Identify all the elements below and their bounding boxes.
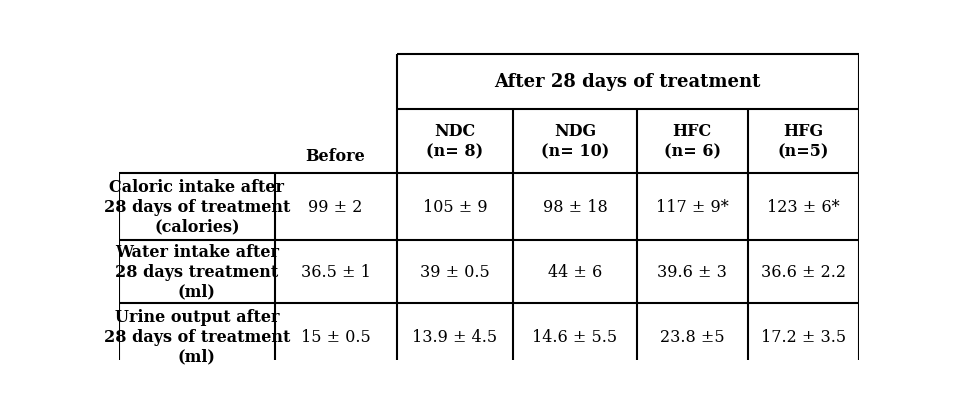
Text: Caloric intake after
28 days of treatment
(calories): Caloric intake after 28 days of treatmen… [104, 179, 290, 235]
Text: After 28 days of treatment: After 28 days of treatment [494, 73, 760, 91]
Text: 117 ± 9*: 117 ± 9* [655, 198, 728, 215]
Text: 15 ± 0.5: 15 ± 0.5 [300, 328, 370, 345]
Text: 36.5 ± 1: 36.5 ± 1 [300, 263, 370, 280]
Text: 13.9 ± 4.5: 13.9 ± 4.5 [412, 328, 497, 345]
Text: 23.8 ±5: 23.8 ±5 [659, 328, 723, 345]
Text: 36.6 ± 2.2: 36.6 ± 2.2 [760, 263, 844, 280]
Text: Urine output after
28 days of treatment
(ml): Urine output after 28 days of treatment … [104, 308, 290, 364]
Text: 39 ± 0.5: 39 ± 0.5 [419, 263, 489, 280]
Text: 44 ± 6: 44 ± 6 [547, 263, 601, 280]
Text: 98 ± 18: 98 ± 18 [542, 198, 607, 215]
Text: HFG
(n=5): HFG (n=5) [777, 123, 828, 160]
Text: NDG
(n= 10): NDG (n= 10) [540, 123, 609, 160]
Text: 99 ± 2: 99 ± 2 [308, 198, 362, 215]
Text: HFC
(n= 6): HFC (n= 6) [663, 123, 720, 160]
Text: Before: Before [305, 148, 365, 165]
Text: NDC
(n= 8): NDC (n= 8) [426, 123, 483, 160]
Text: 14.6 ± 5.5: 14.6 ± 5.5 [532, 328, 617, 345]
Text: 105 ± 9: 105 ± 9 [422, 198, 487, 215]
Text: 39.6 ± 3: 39.6 ± 3 [657, 263, 726, 280]
Text: 17.2 ± 3.5: 17.2 ± 3.5 [760, 328, 844, 345]
Text: Water intake after
28 days treatment
(ml): Water intake after 28 days treatment (ml… [114, 243, 278, 300]
Text: 123 ± 6*: 123 ± 6* [766, 198, 839, 215]
